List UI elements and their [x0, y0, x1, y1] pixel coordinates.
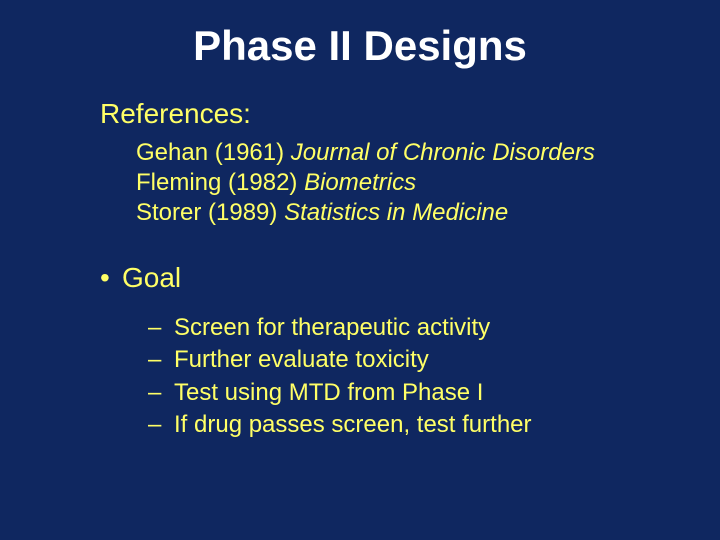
reference-item: Storer (1989) Statistics in Medicine — [136, 198, 660, 228]
dash-icon: – — [148, 344, 174, 376]
goal-item: –If drug passes screen, test further — [148, 409, 660, 441]
references-list: Gehan (1961) Journal of Chronic Disorder… — [100, 138, 660, 228]
reference-author: Fleming (1982) — [136, 169, 304, 196]
goal-item: –Further evaluate toxicity — [148, 344, 660, 376]
bullet-icon: • — [100, 262, 122, 294]
reference-item: Gehan (1961) Journal of Chronic Disorder… — [136, 138, 660, 168]
reference-journal: Journal of Chronic Disorders — [291, 139, 595, 166]
goal-text: Further evaluate toxicity — [174, 346, 429, 373]
goal-label: Goal — [122, 262, 181, 293]
goal-heading: •Goal — [100, 262, 660, 294]
dash-icon: – — [148, 409, 174, 441]
goal-item: –Screen for therapeutic activity — [148, 312, 660, 344]
goal-list: –Screen for therapeutic activity –Furthe… — [100, 312, 660, 442]
reference-journal: Statistics in Medicine — [284, 199, 508, 226]
goal-text: Test using MTD from Phase I — [174, 379, 483, 406]
goal-item: –Test using MTD from Phase I — [148, 377, 660, 409]
goal-text: If drug passes screen, test further — [174, 411, 532, 438]
reference-journal: Biometrics — [304, 169, 416, 196]
dash-icon: – — [148, 377, 174, 409]
slide-title: Phase II Designs — [0, 0, 720, 98]
goal-text: Screen for therapeutic activity — [174, 314, 490, 341]
dash-icon: – — [148, 312, 174, 344]
slide: Phase II Designs References: Gehan (1961… — [0, 0, 720, 540]
references-heading: References: — [100, 98, 660, 130]
reference-author: Gehan (1961) — [136, 139, 291, 166]
slide-body: References: Gehan (1961) Journal of Chro… — [0, 98, 720, 442]
reference-item: Fleming (1982) Biometrics — [136, 168, 660, 198]
reference-author: Storer (1989) — [136, 199, 284, 226]
